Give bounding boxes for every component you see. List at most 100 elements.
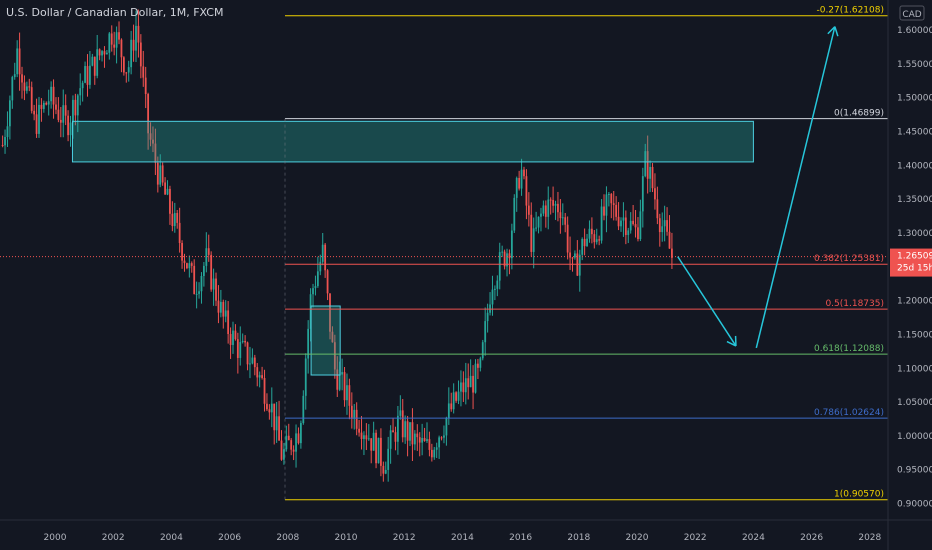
projection-arrow[interactable] [677,26,839,349]
candle-body [156,162,159,185]
fib-level-label: 1(0.90570) [834,490,884,500]
candle-body [353,409,356,419]
supply-demand-zone[interactable] [71,120,754,163]
candle-body [481,342,484,359]
candle-body [547,199,550,217]
candle-body [428,439,431,450]
candle-body [426,439,428,442]
candle-body [217,300,220,313]
candle-body [236,339,239,358]
candle-body [658,218,661,233]
candle-body [610,193,613,204]
candle-body [338,374,341,390]
time-tick-label: 2018 [567,533,590,543]
candle-body [59,119,62,123]
candle-body [430,449,433,458]
candle-body [132,39,135,51]
candle-body [278,416,280,441]
candle-body [57,109,60,120]
candle-body [159,165,162,185]
current-price-value: 1.26509 [897,252,932,262]
price-tick-label: 1.20000 [897,297,932,307]
fib-retracement[interactable]: -0.27(1.62108) 0(1.46899) 0.382(1.25381) 0.… [284,6,888,501]
time-axis[interactable]: 2000 2002 2004 2006 2008 2010 2012 2014 2016 2018… [44,533,882,543]
candle-body [244,340,247,343]
candle-body [372,432,375,451]
candle-body [125,72,128,74]
candle-body [261,375,263,379]
candle-body [350,405,353,419]
candle-body [629,220,632,231]
candle-body [42,102,45,109]
candle-body [72,99,74,123]
candle-body [25,86,28,91]
candle-body [510,230,513,259]
candle-body [96,49,99,76]
candle-body [285,435,288,450]
candle-body [62,105,65,123]
candle-body [649,166,651,179]
countdown-value: 25d 15h [897,264,932,274]
candle-body [137,25,140,43]
candle-body [139,42,142,67]
candle-body [79,88,82,96]
candle-body [348,385,351,406]
candle-body [508,253,511,259]
candle-body [74,99,77,116]
candle-body [232,330,234,345]
candle-body [506,253,508,267]
candle-body [406,421,409,441]
candle-body [654,188,656,200]
candle-body [489,304,491,313]
candle-body [409,422,411,441]
candle-body [331,331,334,343]
candle-body [671,248,673,258]
candle-body [433,449,436,458]
candle-body [105,52,108,55]
supply-demand-zone[interactable] [310,305,341,376]
candle-body [561,217,564,219]
candle-body [438,437,441,448]
currency-button[interactable]: CAD [899,5,925,21]
candle-body [445,418,448,436]
time-tick-label: 2022 [684,533,707,543]
candle-body [355,409,358,429]
candle-body [108,33,111,53]
fib-level-label: 0.618(1.12088) [814,344,884,354]
price-tick-label: 1.50000 [897,94,932,104]
candle-body [280,440,283,460]
candle-body [384,469,387,474]
time-tick-label: 2012 [393,533,416,543]
time-tick-label: 2002 [102,533,125,543]
candle-body [329,293,331,332]
candle-body [496,280,499,289]
candle-body [583,238,586,247]
candle-body [363,435,365,439]
candle-body [135,25,137,51]
candle-body [472,375,474,393]
price-tick-label: 1.40000 [897,161,932,171]
candle-body [396,415,399,442]
candle-body [515,177,518,198]
candle-body [498,252,501,281]
candle-body [169,188,171,214]
candle-body [639,211,642,240]
candle-body [1,145,4,147]
candle-body [566,224,569,253]
candle-body [336,369,339,390]
candle-body [45,102,48,105]
candle-body [581,238,584,255]
candle-body [324,244,327,271]
candle-body [382,465,385,474]
candle-body [598,239,601,241]
time-tick-label: 2016 [509,533,532,543]
candle-body [484,321,487,343]
candle-body [360,432,363,439]
candle-body [256,367,259,378]
candle-body [375,432,377,464]
candle-body [319,261,322,272]
candle-body [28,86,31,88]
candle-body [443,435,445,438]
price-tick-label: 0.90000 [897,500,932,510]
